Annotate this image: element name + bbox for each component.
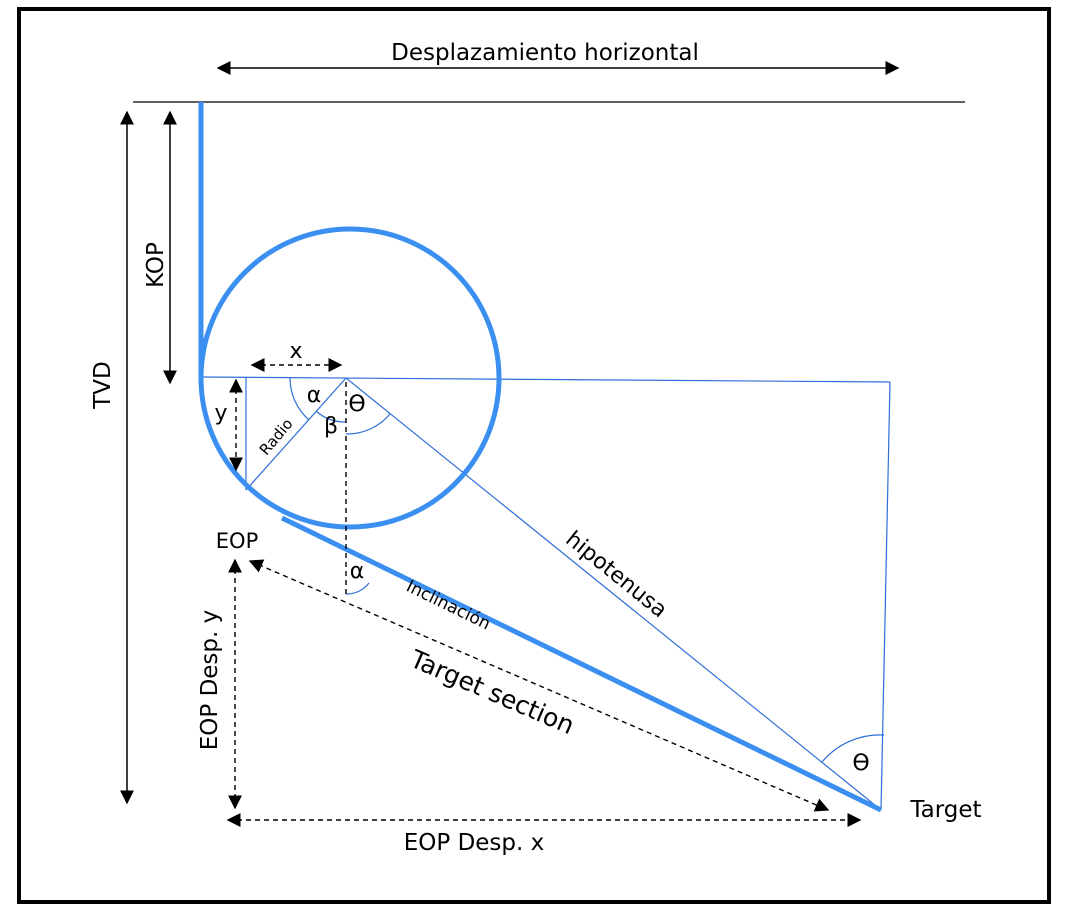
alpha-arc-top [289, 377, 310, 421]
theta-label-center: ϴ [348, 392, 365, 417]
alpha-arc-bottom [345, 582, 370, 595]
horizontal-displacement-label: Desplazamiento horizontal [391, 40, 699, 66]
target-section-arrow [248, 559, 830, 812]
eop-label: EOP [216, 529, 258, 553]
kop-horizontal-line [201, 376, 891, 383]
x-label: x [289, 339, 302, 364]
beta-label: β [324, 414, 338, 439]
radius-line [245, 377, 347, 491]
theta-arc-center [345, 413, 391, 435]
theta-label-target: ϴ [852, 751, 869, 776]
alpha-label-top: α [307, 383, 322, 408]
target-section-label: Target section [405, 644, 578, 740]
inclinacion-label: Inclinación [403, 577, 494, 635]
kop-label: KOP [143, 242, 169, 288]
tvd-label: TVD [90, 361, 116, 410]
y-label: y [214, 401, 227, 426]
beta-arc [315, 410, 347, 423]
hipotenusa-label: hipotenusa [561, 527, 672, 623]
radio-label: Radio [256, 415, 297, 459]
eop-desp-y-label: EOP Desp. y [197, 610, 223, 751]
target-vertical-line [880, 381, 891, 811]
alpha-label-bottom: α [350, 559, 365, 584]
target-label: Target [909, 797, 981, 823]
eop-desp-x-label: EOP Desp. x [404, 830, 545, 856]
